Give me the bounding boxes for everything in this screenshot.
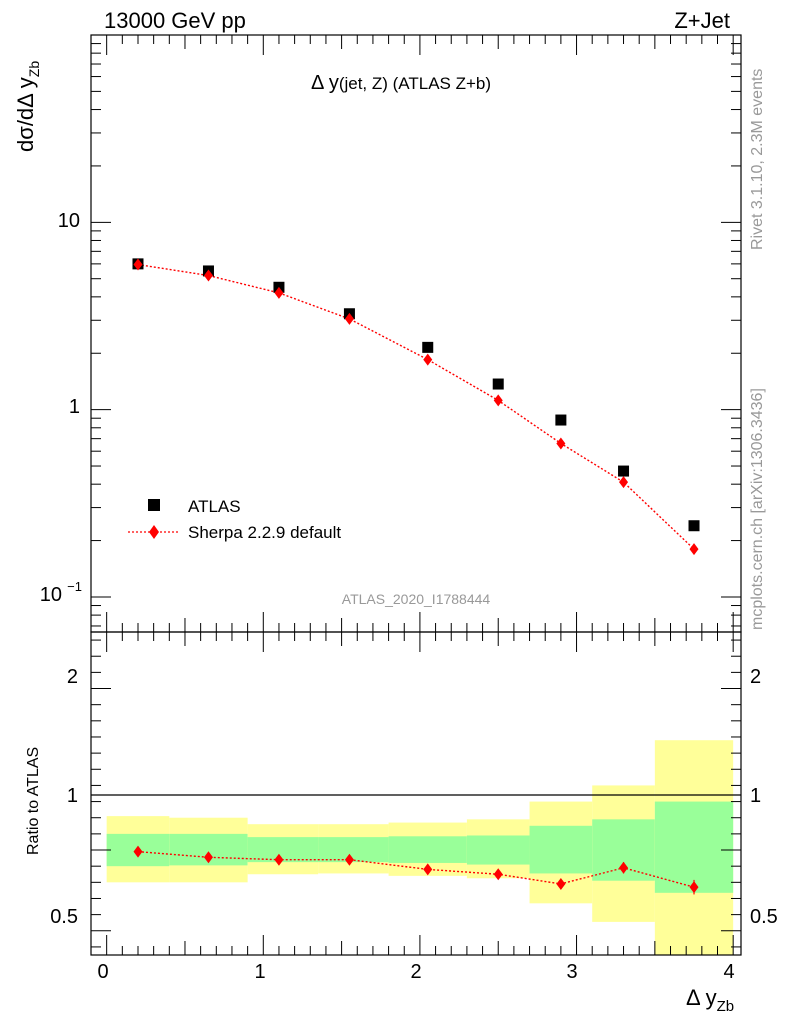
plot-title-main: (jet, Z) (ATLAS Z+b) — [339, 74, 491, 93]
main-y-axis-label: dσ/dΔ yZb — [13, 61, 42, 152]
ratio-point — [274, 853, 284, 866]
legend-sherpa-label: Sherpa 2.2.9 default — [188, 523, 341, 542]
sherpa-point — [689, 543, 699, 556]
ratio-band-inner — [247, 837, 319, 863]
ratio-axis-ticks — [91, 632, 741, 955]
sherpa-point — [556, 437, 566, 450]
ratio-ytick-left-2: 2 — [67, 666, 78, 688]
x-axis-label-text: Δ y — [686, 985, 717, 1010]
ratio-frame — [90, 631, 742, 956]
rivet-version-label: Rivet 3.1.10, 2.3M events — [749, 69, 766, 250]
atlas-point — [555, 414, 567, 426]
mcplots-label: mcplots.cern.ch [arXiv:1306.3436] — [749, 388, 766, 630]
main-panel: 10 1 10 −1 Δ y(jet, Z) (ATLAS Z+b) dσ/dΔ… — [13, 34, 742, 633]
ratio-point — [133, 845, 143, 858]
energy-label: 13000 GeV pp — [104, 8, 246, 33]
sherpa-line — [137, 263, 695, 550]
ratio-point — [493, 868, 503, 881]
atlas-point — [492, 378, 504, 390]
ytick-label-0.1-exp: −1 — [67, 579, 82, 594]
ratio-band-inner — [318, 837, 389, 863]
main-y-axis-label-sub: Zb — [26, 61, 42, 78]
ratio-ytick-right-1: 1 — [750, 785, 761, 807]
sherpa-point — [344, 312, 354, 325]
ratio-y-tick-labels: 2 1 0.5 2 1 0.5 — [50, 666, 778, 928]
ratio-point — [344, 853, 354, 866]
process-label: Z+Jet — [674, 8, 730, 33]
ratio-band-inner — [529, 825, 593, 874]
atlas-point — [422, 341, 434, 353]
ratio-band-inner — [466, 835, 530, 865]
ratio-ytick-right-0.5: 0.5 — [750, 906, 778, 928]
sherpa-point — [493, 394, 503, 407]
atlas-point — [688, 520, 700, 532]
main-axis-ticks — [91, 34, 741, 632]
ratio-uncertainty-bands — [106, 740, 734, 955]
ratio-data-marks — [133, 845, 699, 895]
sherpa-point — [274, 286, 284, 299]
ytick-label-0.1-base: 10 — [40, 584, 62, 606]
sherpa-point — [203, 269, 213, 282]
atlas-point — [618, 465, 630, 477]
legend-sherpa-marker — [149, 525, 159, 539]
main-frame — [90, 34, 742, 633]
legend: ATLAS Sherpa 2.2.9 default — [128, 497, 341, 542]
ratio-y-axis-label: Ratio to ATLAS — [25, 747, 42, 855]
analysis-watermark: ATLAS_2020_I1788444 — [342, 591, 491, 607]
legend-atlas-marker — [148, 499, 160, 511]
x-axis-label-sub: Zb — [717, 998, 735, 1015]
x-axis-label: Δ yZb — [686, 985, 734, 1015]
legend-atlas-label: ATLAS — [188, 497, 241, 516]
sherpa-point — [133, 258, 143, 271]
sherpa-point — [619, 476, 629, 489]
xtick-label-4: 4 — [723, 961, 734, 983]
ratio-ytick-right-2: 2 — [750, 666, 761, 688]
sherpa-point — [423, 353, 433, 366]
main-data-marks — [132, 258, 700, 556]
ratio-point — [423, 863, 433, 876]
main-y-axis-label-text: dσ/dΔ y — [13, 77, 38, 152]
ratio-ytick-left-1: 1 — [67, 785, 78, 807]
ratio-band-inner — [388, 836, 467, 863]
xtick-label-3: 3 — [566, 961, 577, 983]
xtick-label-0: 0 — [97, 961, 108, 983]
x-tick-labels: 0 1 2 3 4 — [97, 961, 734, 983]
ratio-point — [689, 881, 699, 894]
ratio-panel: 2 1 0.5 2 1 0.5 0 1 2 3 4 Ratio to ATLAS… — [25, 631, 778, 1015]
ytick-label-10: 10 — [58, 210, 80, 232]
plot-title-prefix: Δ y — [311, 72, 339, 94]
ratio-ytick-left-0.5: 0.5 — [50, 906, 78, 928]
xtick-label-1: 1 — [254, 961, 265, 983]
ratio-band-inner — [654, 801, 734, 893]
ratio-point — [556, 877, 566, 890]
ratio-point — [203, 851, 213, 864]
xtick-label-2: 2 — [410, 961, 421, 983]
ratio-point — [619, 861, 629, 874]
main-y-tick-labels: 10 1 10 −1 — [40, 210, 82, 606]
ytick-label-1: 1 — [69, 396, 80, 418]
plot-title: Δ y(jet, Z) (ATLAS Z+b) — [311, 72, 491, 94]
